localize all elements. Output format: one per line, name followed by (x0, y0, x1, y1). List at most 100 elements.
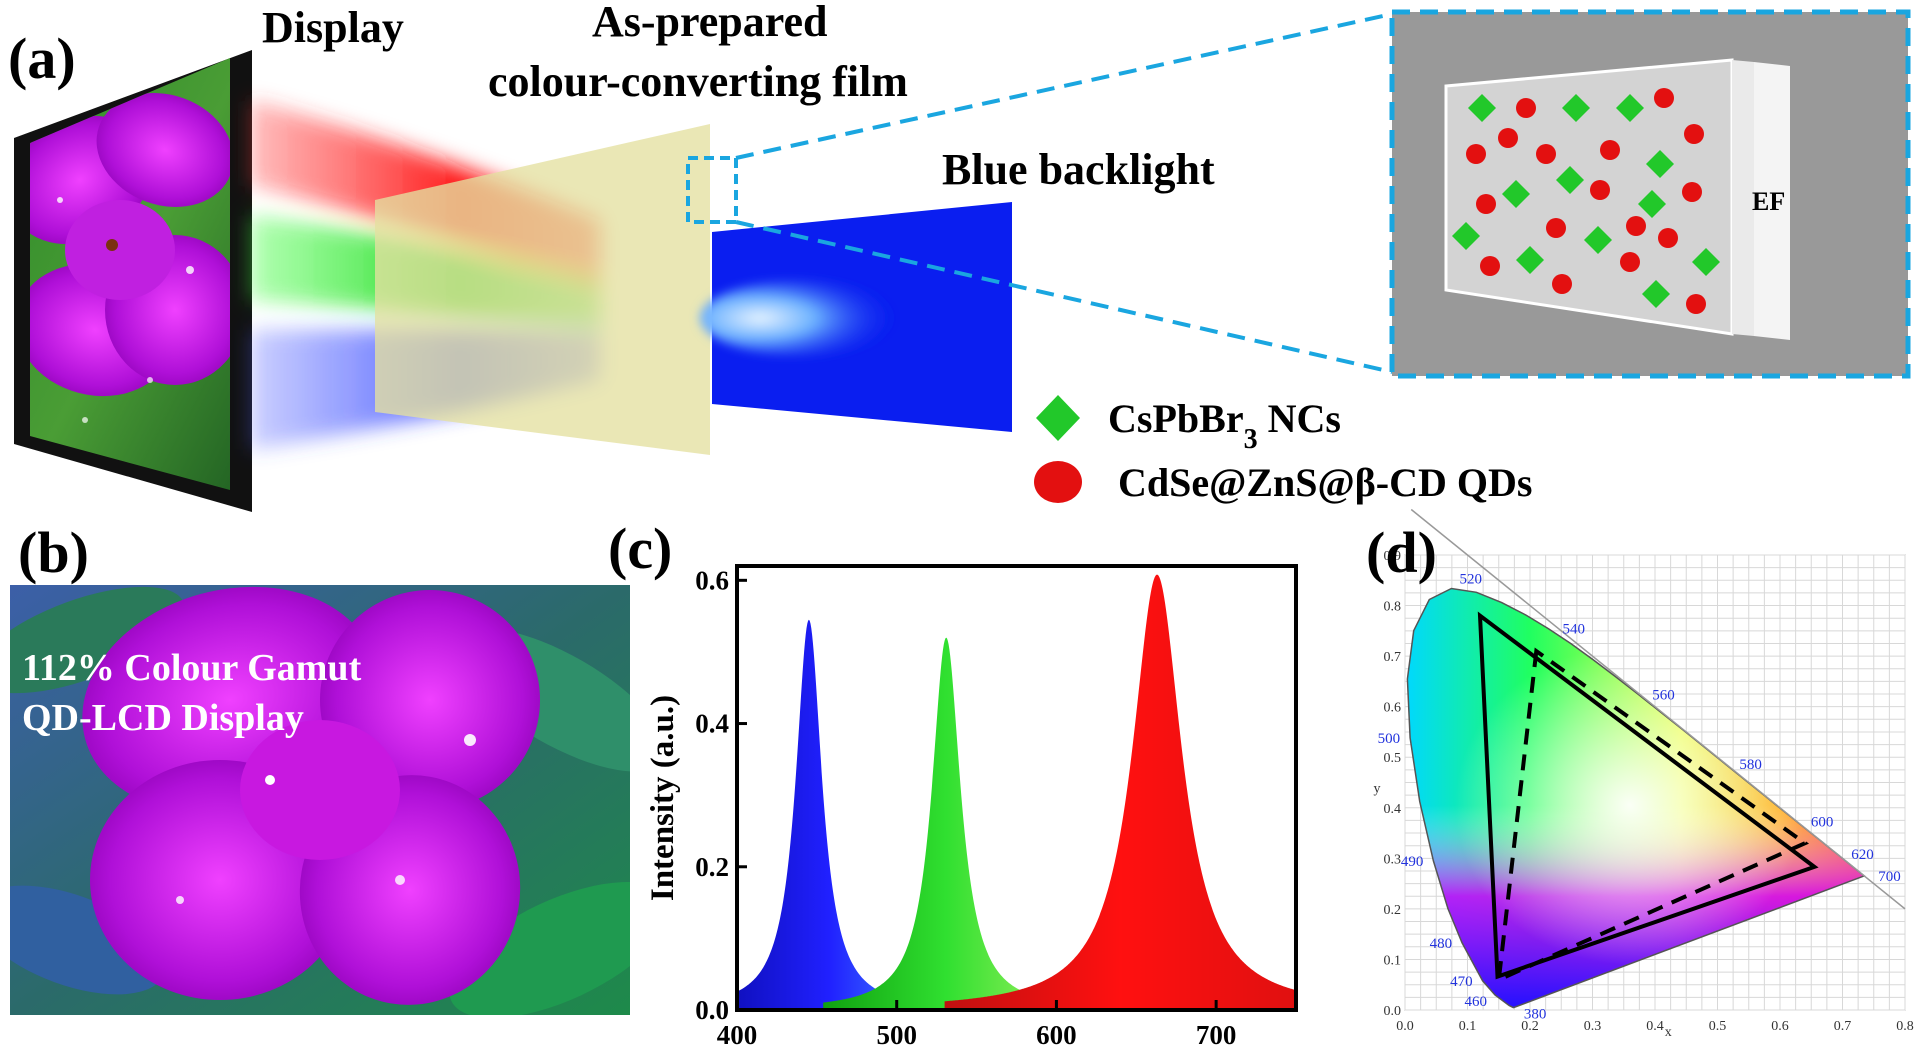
display-screen (14, 50, 252, 512)
y-tick-label: 0.9 (1384, 549, 1402, 564)
spectrum-peak (823, 637, 1070, 1010)
cspbbr3-nc-marker (1516, 246, 1544, 274)
legend-cdse: CdSe@ZnS@β-CD QDs (1118, 460, 1532, 505)
qd-marker (1516, 98, 1536, 118)
x-tick-label: 500 (876, 1020, 917, 1050)
y-tick-label: 0.0 (695, 995, 729, 1025)
wavelength-label: 470 (1450, 974, 1473, 990)
cspbbr3-nc-marker (1646, 150, 1674, 178)
y-tick-label: 0.8 (1384, 600, 1402, 615)
wavelength-label: 460 (1465, 994, 1488, 1010)
cspbbr3-nc-marker (1638, 190, 1666, 218)
qd-marker (1536, 144, 1556, 164)
qd-marker (1620, 252, 1640, 272)
y-tick-label: 0.5 (1384, 751, 1402, 766)
y-tick-label: 0.6 (1384, 701, 1402, 716)
gamut-caption-line2: QD-LCD Display (22, 697, 304, 739)
reference-diagonal (1410, 508, 1906, 910)
y-tick-label: 0.6 (695, 565, 729, 595)
y-tick-label: 0.4 (695, 709, 729, 739)
x-tick-label: 0.7 (1834, 1019, 1852, 1034)
y-axis-label: y (1374, 782, 1381, 797)
wavelength-label: 560 (1652, 687, 1675, 703)
qd-marker (1626, 216, 1646, 236)
qd-marker (1498, 128, 1518, 148)
y-tick-label: 0.3 (1384, 852, 1402, 867)
y-tick-label: 0.1 (1384, 953, 1402, 968)
emission-spectrum-chart: 400 500 600 700 0.0 0.2 0.4 0.6 Intensity (a.u.) (645, 564, 1298, 1050)
film-label-line1: As-prepared (592, 0, 828, 46)
display-label: Display (262, 3, 404, 52)
cspbbr3-nc-marker (1556, 166, 1584, 194)
qd-lcd-photo (10, 585, 630, 1015)
cspbbr3-nc-marker (1692, 248, 1720, 276)
qd-marker (1686, 294, 1706, 314)
red-circle-icon (1034, 461, 1082, 503)
cspbbr3-nc-marker (1642, 280, 1670, 308)
x-tick-label: 0.6 (1771, 1019, 1789, 1034)
film-label-line2: colour-converting film (488, 57, 908, 106)
panel-b-label: (b) (18, 520, 89, 585)
x-tick-label: 0.5 (1709, 1019, 1727, 1034)
qd-marker (1476, 194, 1496, 214)
panel-a: (a) Display (8, 0, 1911, 512)
wavelength-label: 600 (1811, 815, 1834, 831)
spectrum-peak (737, 619, 921, 1010)
wavelength-label: 580 (1739, 757, 1762, 773)
wavelength-label: 520 (1459, 571, 1482, 587)
panel-c: (c) 400 500 600 700 0.0 0.2 0.4 0.6 Intensity (a… (608, 516, 1298, 1050)
wavelength-label: 380 (1524, 1006, 1547, 1022)
cspbbr3-nc-marker (1452, 222, 1480, 250)
wavelength-label: 620 (1851, 847, 1874, 863)
qd-marker (1600, 140, 1620, 160)
qd-marker (1480, 256, 1500, 276)
wavelength-label: 490 (1401, 854, 1424, 870)
x-tick-label: 600 (1036, 1020, 1077, 1050)
x-tick-label: 0.3 (1584, 1019, 1602, 1034)
y-tick-label: 0.2 (695, 852, 729, 882)
panel-a-label: (a) (8, 26, 76, 91)
wavelength-label: 500 (1378, 731, 1401, 747)
wavelength-label: 480 (1430, 936, 1453, 952)
qd-marker (1546, 218, 1566, 238)
film-inset: EF (1389, 9, 1911, 379)
panel-c-label: (c) (608, 516, 672, 581)
green-diamond-icon (1036, 395, 1080, 441)
wavelength-label: 700 (1878, 869, 1901, 885)
x-tick-label: 0.1 (1459, 1019, 1477, 1034)
x-axis-label: x (1665, 1025, 1672, 1040)
cspbbr3-nc-marker (1616, 94, 1644, 122)
cspbbr3-nc-marker (1584, 226, 1612, 254)
cspbbr3-nc-marker (1468, 94, 1496, 122)
backlight-glow (700, 280, 900, 356)
zoom-region (686, 156, 738, 224)
panel-d-label: (d) (1366, 520, 1437, 585)
qd-marker (1590, 180, 1610, 200)
cspbbr3-nc-marker (1562, 94, 1590, 122)
x-tick-label: 0.4 (1646, 1019, 1664, 1034)
nanoparticles (1452, 88, 1720, 314)
backlight-label: Blue backlight (942, 145, 1215, 194)
ef-label: EF (1752, 187, 1785, 216)
gamut-solid (1477, 611, 1819, 980)
x-tick-label: 400 (717, 1020, 758, 1050)
x-tick-label: 0.2 (1521, 1019, 1539, 1034)
qd-marker (1654, 88, 1674, 108)
legend: CsPbBr3 NCs CdSe@ZnS@β-CD QDs (1034, 395, 1532, 505)
spectrum-peak (944, 574, 1296, 1010)
qd-marker (1682, 182, 1702, 202)
qd-marker (1684, 124, 1704, 144)
wavelength-label: 540 (1563, 622, 1586, 638)
qd-marker (1552, 274, 1572, 294)
panel-b: (b) 112% Colour Gamut QD-LCD Display (10, 520, 630, 1015)
cspbbr3-nc-marker (1502, 180, 1530, 208)
x-tick-label: 0.8 (1896, 1019, 1914, 1034)
gamut-dashed (1496, 647, 1810, 983)
y-tick-label: 0.0 (1384, 1004, 1402, 1019)
y-tick-label: 0.7 (1384, 650, 1402, 665)
x-tick-label: 700 (1196, 1020, 1237, 1050)
qd-marker (1466, 144, 1486, 164)
legend-cspbbr3: CsPbBr3 NCs (1108, 396, 1341, 455)
